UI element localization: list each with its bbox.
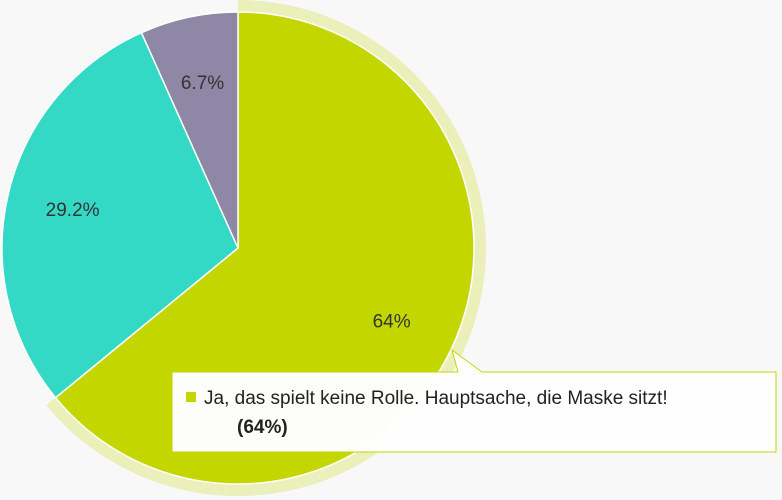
slice-data-label: 6.7% [181, 73, 224, 94]
tooltip-series-label: Ja, das spielt keine Rolle. Hauptsache, … [204, 388, 668, 409]
tooltip: Ja, das spielt keine Rolle. Hauptsache, … [171, 348, 777, 453]
slice-data-label: 64% [373, 312, 411, 333]
tooltip-color-marker [186, 392, 196, 402]
tooltip-value: (64%) [237, 417, 288, 438]
pie-slice-29-2-[interactable] [1, 31, 239, 399]
slice-layer [1, 11, 475, 485]
pie-slice-6-7-[interactable] [140, 11, 239, 249]
slice-data-label: 29.2% [46, 200, 100, 221]
slice-label-layer: 64% 29.2% 6.7% [46, 73, 411, 333]
tooltip-box [171, 348, 777, 453]
